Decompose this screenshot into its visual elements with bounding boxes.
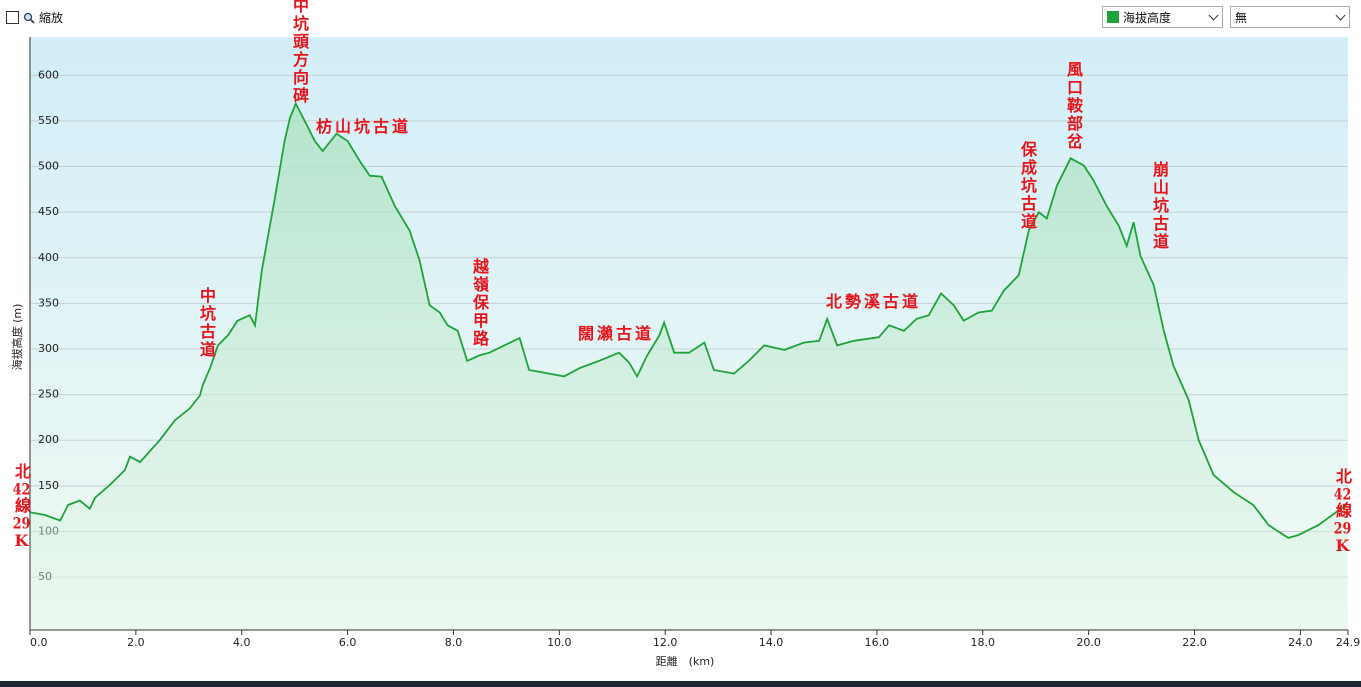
display-select[interactable]: 無 — [1230, 6, 1350, 28]
y-tick-label: 250 — [38, 388, 59, 401]
annotation: 風口鞍部岔 — [1064, 61, 1083, 151]
x-tick-label: 2.0 — [127, 636, 145, 649]
x-tick-label: 20.0 — [1076, 636, 1101, 649]
y-tick-label: 400 — [38, 251, 59, 264]
annotation: 北42線29K — [1333, 468, 1352, 557]
y-tick-label: 350 — [38, 296, 59, 309]
annotation: 中坑頭方向碑 — [290, 0, 309, 105]
x-tick-label: 22.0 — [1182, 636, 1207, 649]
x-tick-label: 24.0 — [1288, 636, 1313, 649]
y-tick-label: 150 — [38, 479, 59, 492]
y-axis-label: 海拔高度 (m) — [10, 304, 24, 371]
annotation: 闊瀨古道 — [578, 324, 655, 343]
y-tick-label: 450 — [38, 205, 59, 218]
annotation: 越嶺保甲路 — [470, 258, 489, 348]
checkbox[interactable] — [6, 11, 19, 24]
annotation: 中坑古道 — [197, 287, 216, 359]
toolbar: 縮放 海拔高度 無 — [0, 0, 1361, 32]
x-tick-label: 10.0 — [547, 636, 572, 649]
series-name: 海拔高度 — [1123, 10, 1172, 25]
x-tick-label: 12.0 — [653, 636, 678, 649]
x-tick-label: 6.0 — [339, 636, 357, 649]
x-axis-label: 距離 (km) — [656, 654, 715, 668]
elevation-line — [29, 101, 1347, 539]
magnifier-icon — [23, 12, 35, 24]
zoom-toggle[interactable]: 縮放 — [6, 9, 63, 26]
annotation: 北42線29K — [12, 463, 31, 552]
y-tick-label: 200 — [38, 433, 59, 446]
zoom-label: 縮放 — [39, 11, 64, 25]
area-fill — [30, 103, 1347, 631]
annotation: 枋山坑古道 — [316, 117, 412, 136]
annotation: 崩山坑古道 — [1150, 161, 1169, 251]
x-tick-label: 4.0 — [233, 636, 251, 649]
y-tick-label: 550 — [38, 114, 59, 127]
series-select[interactable]: 海拔高度 — [1102, 6, 1223, 28]
y-tick-label: 300 — [38, 342, 59, 355]
y-tick-label: 600 — [38, 68, 59, 81]
x-tick-label: 0.0 — [30, 636, 48, 649]
x-tick-label: 18.0 — [971, 636, 996, 649]
bottom-bar — [0, 681, 1361, 687]
x-tick-label: 24.9 — [1336, 636, 1361, 649]
annotation: 北勢溪古道 — [826, 292, 922, 311]
series-swatch — [1107, 11, 1119, 23]
annotation: 保成坑古道 — [1018, 141, 1037, 231]
x-tick-label: 16.0 — [865, 636, 890, 649]
y-tick-label: 500 — [38, 160, 59, 173]
x-tick-label: 8.0 — [445, 636, 463, 649]
display-select-value: 無 — [1235, 10, 1248, 25]
x-tick-label: 14.0 — [759, 636, 784, 649]
